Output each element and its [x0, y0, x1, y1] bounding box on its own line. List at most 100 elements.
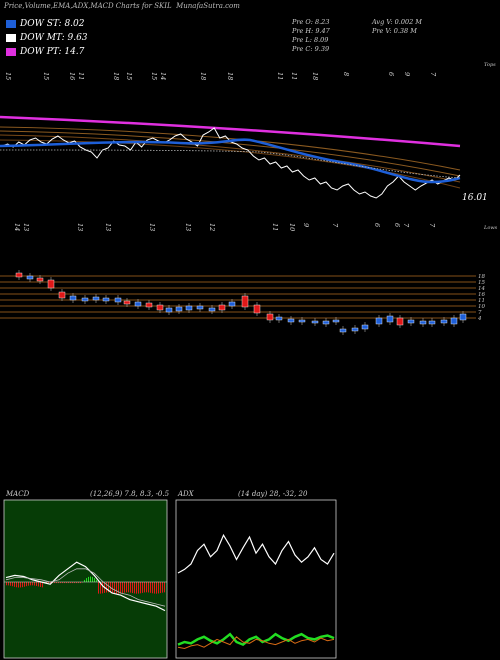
low-date-label: 13 [22, 223, 30, 231]
macd-histogram-bar [24, 582, 25, 587]
ema-band-4 [0, 139, 461, 189]
macd-histogram-bar [138, 582, 139, 594]
candle [287, 318, 295, 323]
tops-label: Tops [484, 62, 496, 68]
macd-signal-line [5, 568, 166, 607]
candle [228, 301, 236, 307]
macd-histogram-bar [132, 582, 133, 594]
macd-histogram-bar [46, 582, 47, 584]
macd-histogram-bar [28, 582, 29, 586]
macd-histogram-bar [106, 582, 107, 593]
low-date-label: 13 [184, 223, 192, 231]
low-date-label: 13 [76, 223, 84, 231]
top-date-label: 11 [276, 72, 284, 80]
macd-histogram-bar [56, 582, 57, 584]
candle [322, 320, 330, 325]
legend-dow-st: DOW ST: 8.02 [6, 18, 85, 29]
legend-dow-mt: DOW MT: 9.63 [6, 32, 88, 43]
ema-dotted-line [0, 149, 461, 179]
candle [196, 305, 204, 310]
candle [332, 319, 340, 323]
adx-label: ADX [178, 490, 194, 498]
candle [156, 304, 164, 311]
macd-histogram-bar [154, 582, 155, 594]
macd-histogram-bar [42, 582, 43, 588]
ema-blue-line [0, 138, 461, 184]
ema-band-1 [0, 126, 461, 171]
low-date-label: 12 [208, 223, 216, 231]
top-date-label: 15 [42, 72, 50, 80]
macd-histogram-bar [130, 582, 131, 593]
macd-histogram-bar [146, 582, 147, 593]
candle [58, 291, 66, 299]
macd-params: (12,26,9) 7.8, 8.3, -0.5 [90, 490, 170, 498]
adx-panel [175, 499, 337, 659]
macd-histogram-bar [6, 582, 7, 586]
candle-axis-label: 14 [478, 286, 485, 292]
candle [298, 319, 306, 323]
macd-histogram-bar [8, 582, 9, 586]
macd-panel [3, 499, 168, 659]
ohlc-close: Pre C: 9.39 [292, 45, 330, 53]
candle [69, 295, 77, 301]
top-date-label: 18 [311, 72, 319, 80]
macd-histogram-bar [78, 582, 79, 584]
macd-histogram-bar [164, 582, 165, 593]
top-date-label: 11 [77, 72, 85, 80]
macd-histogram-bar [12, 582, 13, 587]
candles [15, 270, 467, 335]
low-date-labels: 14 13 13 13 13 13 12 11 10 9 7 6 6 7 7 [13, 223, 436, 231]
macd-histogram-bar [158, 582, 159, 594]
macd-histogram-bar [162, 582, 163, 593]
adx-plus-di-line [177, 632, 335, 647]
price-line [1, 127, 461, 199]
macd-histogram-bar [140, 582, 141, 594]
candle [185, 305, 193, 311]
top-date-label: 18 [199, 72, 207, 80]
candle [386, 315, 394, 323]
low-date-label: 10 [288, 223, 296, 231]
top-date-label: 7 [429, 72, 437, 77]
adx-params: (14 day) 28, -32, 20 [238, 490, 308, 498]
top-date-labels: 15 15 16 11 18 15 15 14 18 18 11 11 18 8 6 9 7 [4, 72, 437, 80]
candle [450, 317, 458, 325]
macd-histogram-bar [86, 578, 87, 582]
macd-histogram-bar [152, 582, 153, 594]
macd-histogram-bar [74, 582, 75, 584]
candle [440, 319, 448, 324]
ohlc-volume: Pre V: 0.38 M [372, 27, 417, 35]
candle [241, 295, 249, 308]
top-date-label: 15 [125, 72, 133, 80]
candle [175, 306, 183, 312]
candle-axis-label: 16 [478, 292, 485, 298]
low-date-label: 13 [104, 223, 112, 231]
macd-histogram-bar [114, 582, 115, 594]
top-date-label: 8 [342, 72, 350, 76]
macd-histogram-bar [128, 582, 129, 593]
low-date-label: 7 [428, 223, 436, 228]
macd-histogram-bar [134, 582, 135, 594]
macd-histogram-bar [32, 582, 33, 586]
macd-histogram-bar [72, 582, 73, 584]
candle-axis-label: 15 [478, 280, 485, 286]
top-date-label: 18 [112, 72, 120, 80]
macd-histogram-bar [118, 582, 119, 594]
candle [419, 320, 427, 325]
low-date-label: 6 [373, 223, 381, 227]
candle [208, 307, 216, 312]
macd-histogram-bar [30, 582, 31, 586]
macd-histogram-bar [68, 582, 69, 584]
macd-histogram-bar [38, 582, 39, 587]
macd-histogram-bar [80, 582, 81, 584]
ema-long-bands [0, 126, 461, 189]
macd-histogram-bar [144, 582, 145, 593]
candle [145, 302, 153, 308]
adx-minus-di-line [177, 636, 335, 650]
low-date-label: 7 [331, 223, 339, 228]
candle [396, 317, 404, 326]
macd-histogram-bar [16, 582, 17, 588]
macd-histogram-bar [70, 582, 71, 584]
macd-histogram-bar [54, 582, 55, 584]
